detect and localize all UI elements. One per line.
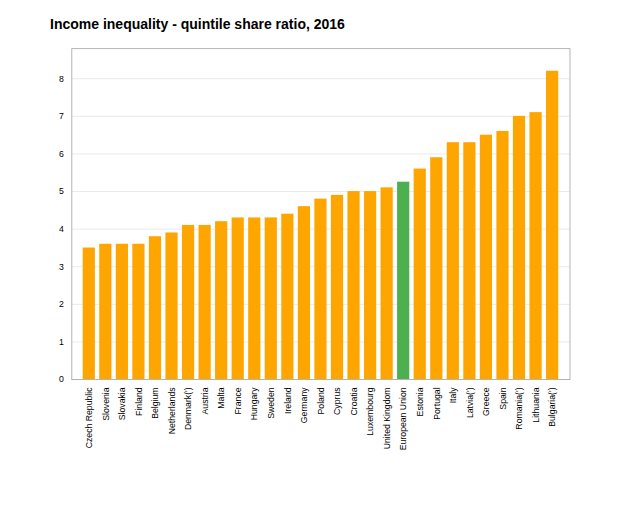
svg-text:Bulgaria(ʹ): Bulgaria(ʹ) <box>547 387 557 426</box>
html-text:Income inequality - quintile s: Income inequality - quintile share ratio… <box>50 16 345 32</box>
svg-text:3: 3 <box>59 262 64 272</box>
svg-text:Germany: Germany <box>299 387 309 423</box>
svg-text:Slovenia: Slovenia <box>101 387 111 420</box>
svg-text:Estonia: Estonia <box>415 387 425 416</box>
svg-text:Sweden: Sweden <box>266 387 276 419</box>
svg-text:Latvia(ʹ): Latvia(ʹ) <box>465 387 475 418</box>
svg-text:Croatia: Croatia <box>349 387 359 415</box>
svg-text:Hungary: Hungary <box>249 387 259 420</box>
svg-text:Malta: Malta <box>216 387 226 408</box>
svg-text:Cyprus: Cyprus <box>332 387 342 415</box>
svg-text:1: 1 <box>59 337 64 347</box>
svg-text:Poland: Poland <box>316 387 326 414</box>
svg-text:Romania(ʹ): Romania(ʹ) <box>514 387 524 429</box>
svg-text:United Kingdom: United Kingdom <box>382 387 392 449</box>
svg-text:Netherlands: Netherlands <box>167 387 177 435</box>
svg-text:Czech Republic: Czech Republic <box>84 387 94 448</box>
svg-text:France: France <box>233 387 243 414</box>
svg-text:Italy: Italy <box>448 387 458 404</box>
svg-text:8: 8 <box>59 74 64 84</box>
svg-text:7: 7 <box>59 111 64 121</box>
svg-text:Luxembourg: Luxembourg <box>365 387 375 435</box>
svg-text:0: 0 <box>59 374 64 384</box>
svg-text:Spain: Spain <box>498 387 508 409</box>
svg-text:4: 4 <box>59 224 64 234</box>
svg-text:Lithuania: Lithuania <box>531 387 541 422</box>
svg-text:2: 2 <box>59 299 64 309</box>
svg-text:Denmark(ʹ): Denmark(ʹ) <box>183 387 193 430</box>
svg-text:Slovakia: Slovakia <box>117 387 127 420</box>
svg-text:European Union: European Union <box>398 387 408 450</box>
svg-text:5: 5 <box>59 186 64 196</box>
svg-text:6: 6 <box>59 149 64 159</box>
svg-text:Belgium: Belgium <box>150 387 160 418</box>
svg-text:Austria: Austria <box>200 387 210 414</box>
svg-text:Ireland: Ireland <box>283 387 293 414</box>
svg-text:Greece: Greece <box>481 387 491 416</box>
svg-text:Portugal: Portugal <box>432 387 442 419</box>
svg-text:Finland: Finland <box>134 387 144 416</box>
